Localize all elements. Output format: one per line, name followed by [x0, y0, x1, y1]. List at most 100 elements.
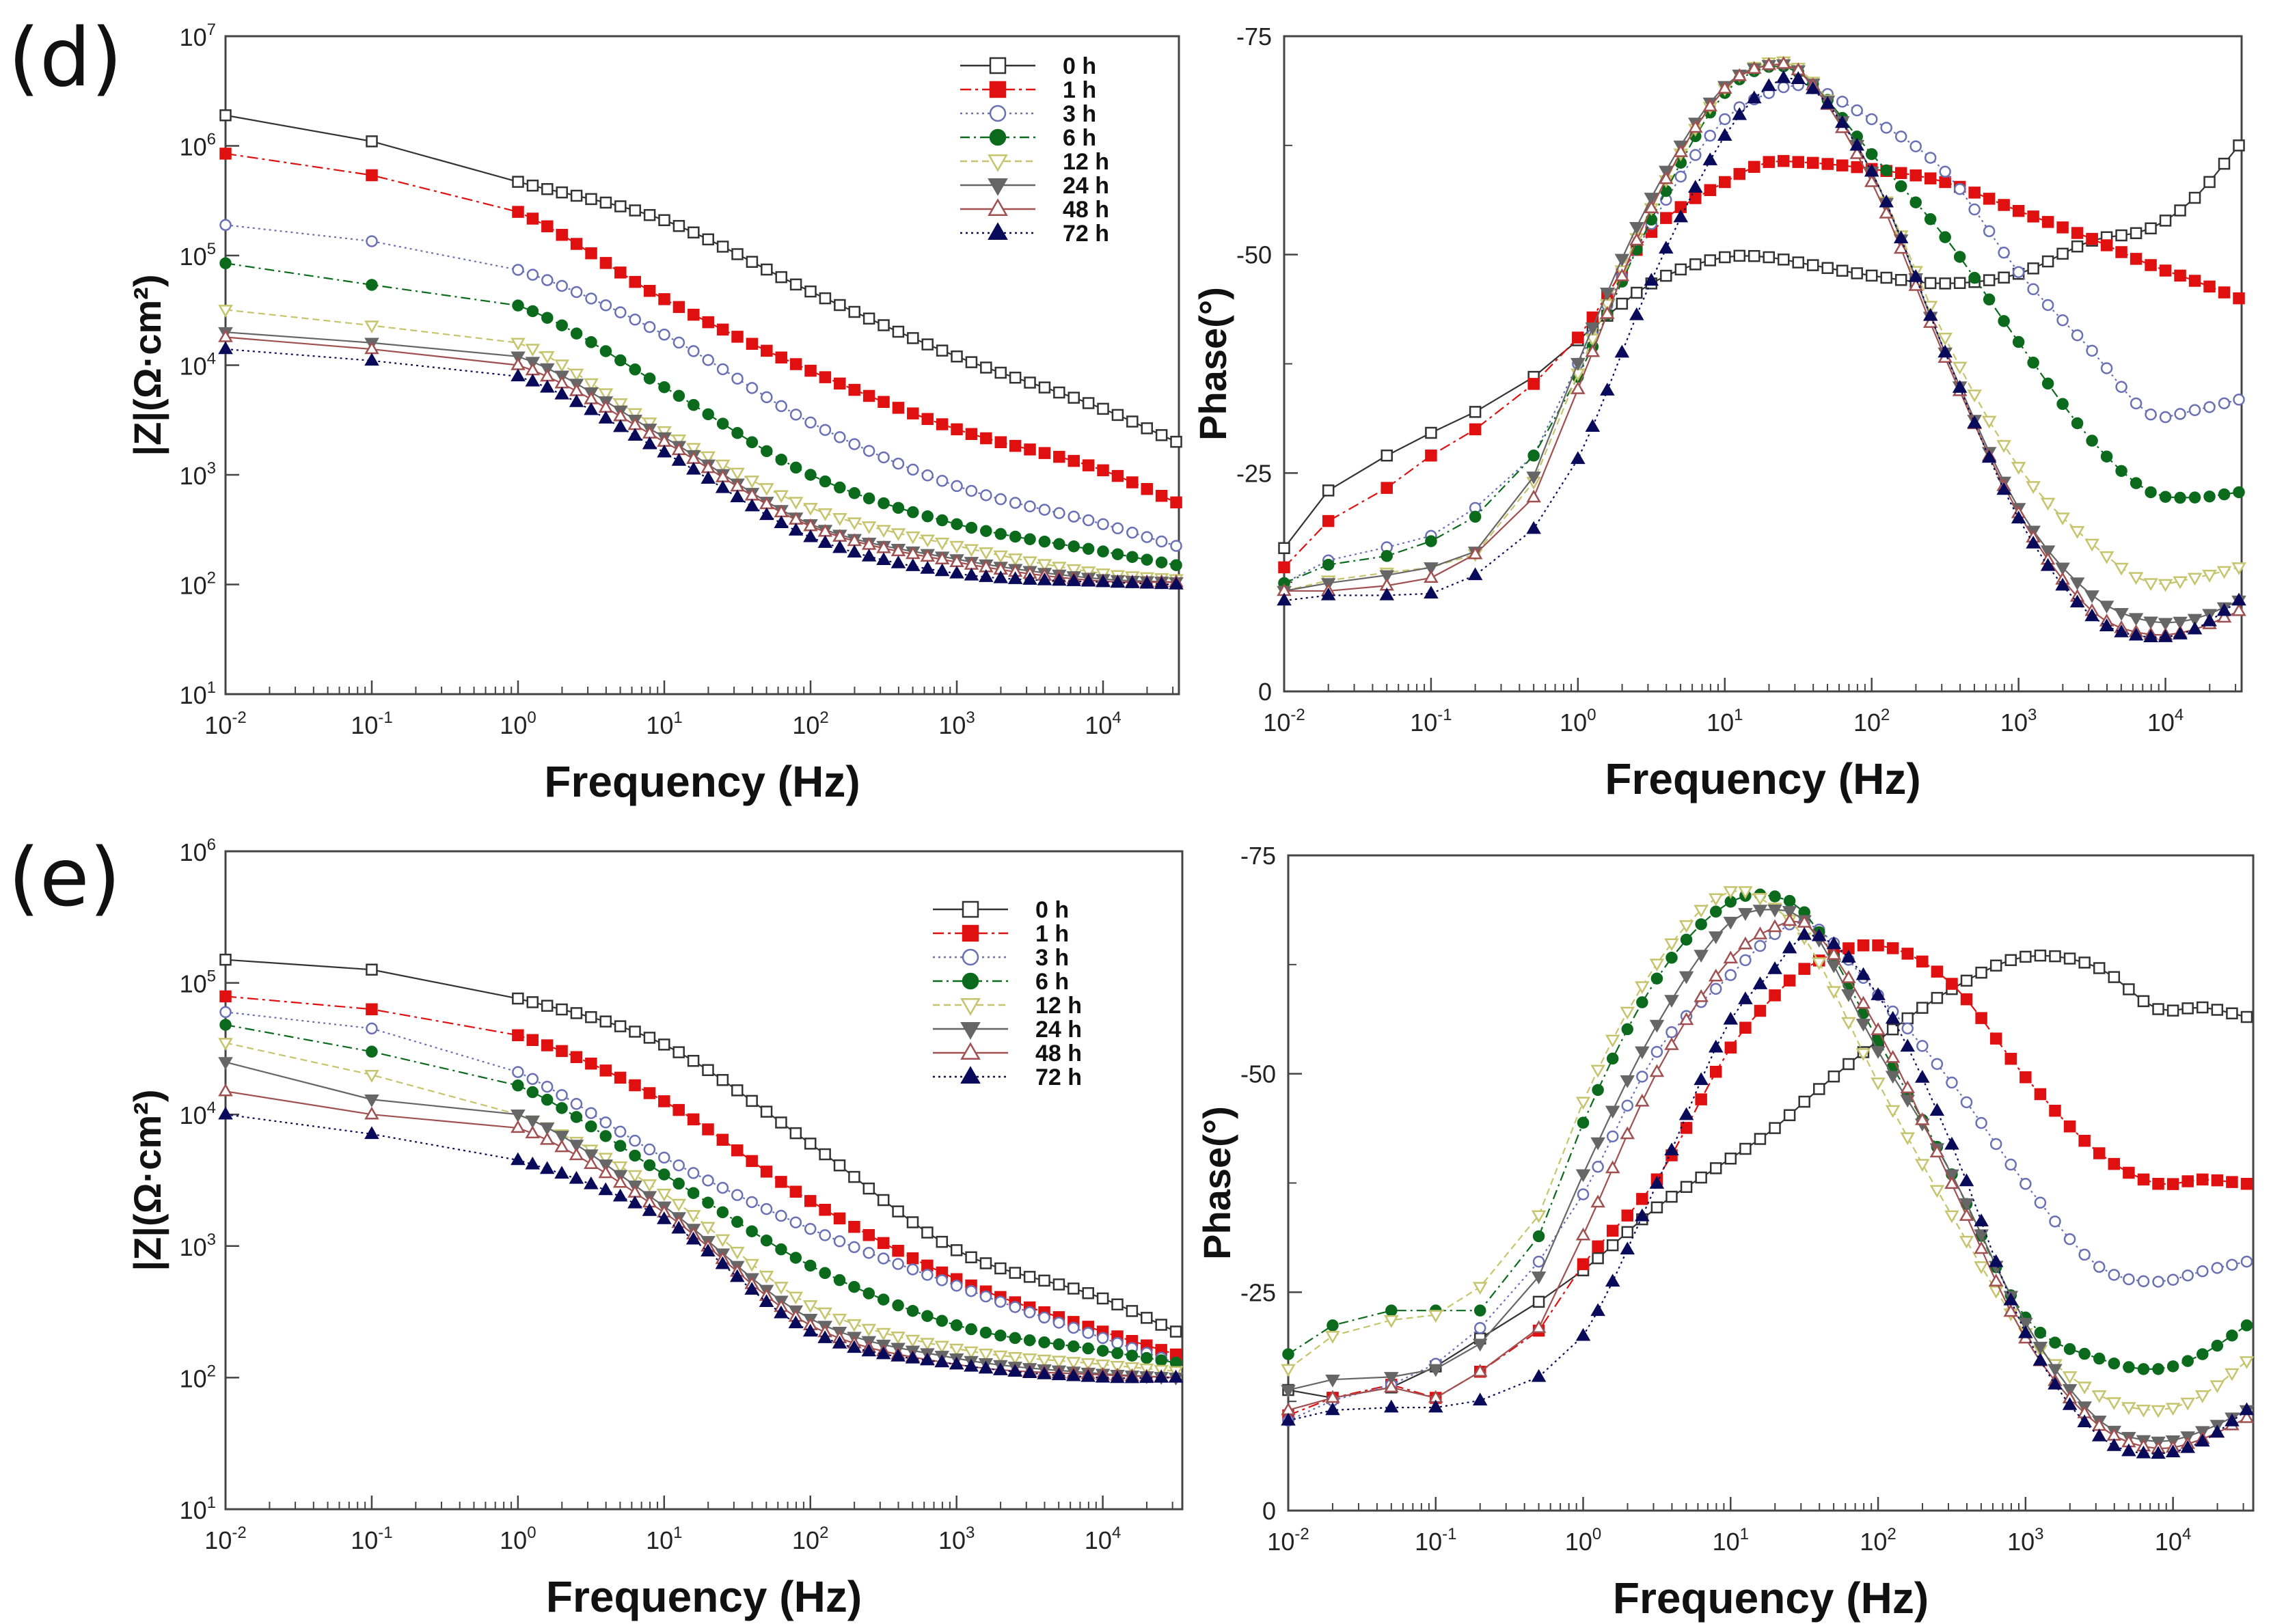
- data-point: [556, 186, 568, 199]
- data-point: [878, 497, 890, 510]
- legend-label: 0 h: [1063, 53, 1096, 79]
- data-point: [2194, 1390, 2210, 1403]
- tick-exponent: 1: [207, 1494, 216, 1512]
- data-point: [847, 517, 862, 531]
- data-point: [657, 426, 672, 439]
- data-point: [2152, 1003, 2164, 1015]
- series-0h: [219, 109, 1182, 448]
- data-point: [1467, 546, 1483, 560]
- data-point: [1649, 1176, 1665, 1189]
- x-tick-label: 10-1: [1410, 706, 1452, 737]
- data-point: [716, 323, 729, 336]
- data-point: [1761, 57, 1777, 70]
- data-point: [1384, 1379, 1399, 1392]
- data-point: [627, 408, 643, 422]
- data-point: [1649, 1019, 1665, 1033]
- data-point: [525, 344, 541, 357]
- x-axis-title: Frequency (Hz): [546, 1572, 862, 1621]
- data-point: [1880, 164, 1892, 177]
- data-point: [1900, 1080, 1916, 1094]
- data-point: [775, 351, 787, 364]
- data-point: [2159, 264, 2172, 277]
- data-point: [2011, 510, 2026, 524]
- data-point: [861, 549, 877, 562]
- data-point: [540, 350, 555, 364]
- data-point: [1053, 507, 1065, 519]
- series-line: [1283, 65, 2240, 584]
- x-tick-label: 100: [1565, 1525, 1601, 1556]
- data-point: [1694, 989, 1709, 1002]
- data-point: [1894, 273, 1907, 286]
- data-point: [556, 1045, 568, 1058]
- data-point: [1871, 1046, 1886, 1059]
- data-point: [921, 469, 934, 482]
- x-tick-label: 101: [1713, 1525, 1749, 1556]
- data-point: [584, 1149, 599, 1163]
- data-point: [539, 1161, 555, 1174]
- data-point: [964, 1346, 979, 1360]
- tick-base: 10: [180, 1233, 207, 1261]
- data-point: [570, 327, 583, 340]
- data-point: [761, 445, 773, 458]
- data-point: [511, 1109, 526, 1123]
- data-point: [1110, 1360, 1125, 1374]
- data-point: [2233, 139, 2245, 152]
- data-point: [2225, 1368, 2240, 1381]
- data-point: [2034, 949, 2047, 962]
- data-point: [614, 354, 627, 367]
- data-point: [511, 1152, 526, 1166]
- tick-base: 10: [1415, 1528, 1442, 1556]
- data-point: [920, 549, 936, 562]
- data-point: [2151, 1446, 2166, 1459]
- data-point: [861, 1343, 877, 1357]
- data-point: [2063, 1233, 2076, 1245]
- data-point: [1826, 986, 1842, 1000]
- tick-base: 10: [1267, 1528, 1294, 1556]
- data-point: [729, 1269, 745, 1282]
- data-point: [1805, 81, 1821, 94]
- series-6h: [1282, 888, 2253, 1375]
- data-point: [688, 345, 700, 357]
- legend-item: 72 h: [960, 221, 1109, 247]
- data-point: [2055, 512, 2070, 526]
- legend-marker-icon: [989, 128, 1007, 146]
- data-point: [1526, 471, 1541, 484]
- data-point: [598, 411, 614, 424]
- data-point: [994, 436, 1007, 448]
- data-point: [1834, 115, 1850, 128]
- data-point: [789, 1185, 802, 1198]
- data-point: [1007, 1364, 1023, 1377]
- data-point: [657, 444, 672, 458]
- data-point: [2152, 1363, 2164, 1375]
- data-point: [218, 1057, 233, 1071]
- tick-base: 10: [204, 711, 232, 739]
- data-point: [1704, 184, 1717, 197]
- data-point: [1836, 159, 1849, 171]
- y-tick-label: 105: [180, 967, 216, 998]
- data-point: [804, 1138, 817, 1150]
- data-point: [570, 1007, 583, 1019]
- y-tick-label: 101: [180, 678, 216, 709]
- data-point: [2093, 962, 2106, 974]
- data-point: [1531, 1368, 1547, 1382]
- data-point: [1590, 1303, 1605, 1317]
- data-point: [598, 1153, 614, 1166]
- y-tick-label: 103: [180, 459, 216, 490]
- data-point: [2226, 1007, 2238, 1019]
- series-line: [1284, 63, 2240, 636]
- data-point: [848, 305, 860, 318]
- data-point: [525, 1156, 541, 1170]
- data-point: [1841, 950, 1856, 963]
- legend-label: 12 h: [1035, 993, 1082, 1019]
- data-point: [716, 363, 729, 376]
- data-point: [1111, 1298, 1124, 1311]
- data-point: [2040, 558, 2056, 571]
- data-point: [760, 1202, 773, 1215]
- data-point: [1007, 553, 1023, 566]
- x-tick-label: 10-2: [204, 1524, 246, 1554]
- tick-base: 10: [2007, 1528, 2035, 1556]
- series-line: [1288, 934, 2248, 1455]
- data-point: [554, 375, 569, 389]
- data-point: [599, 299, 612, 312]
- data-point: [2018, 1317, 2033, 1331]
